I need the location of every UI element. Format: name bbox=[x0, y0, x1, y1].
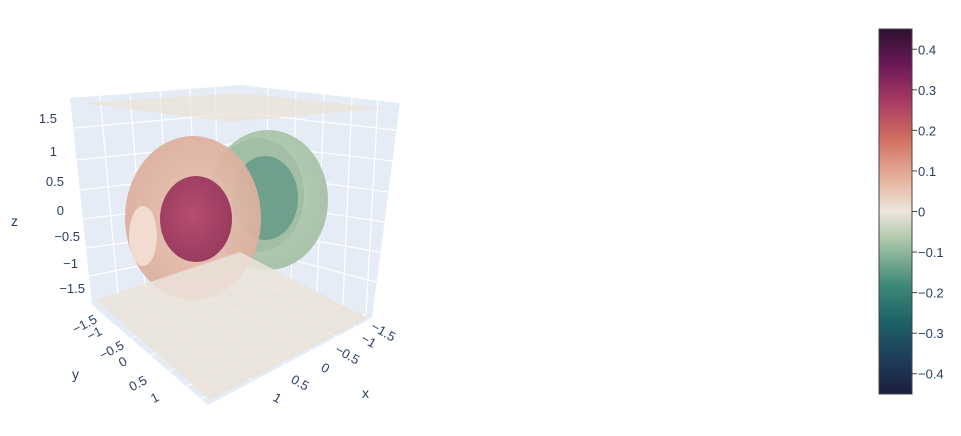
z-tick-label: 1.5 bbox=[39, 111, 57, 126]
colorbar-tick-label: −0.2 bbox=[918, 286, 944, 301]
y-tick-label: −1 bbox=[84, 323, 104, 343]
y-axis-title: y bbox=[72, 366, 79, 382]
colorbar-tick-label: −0.4 bbox=[918, 367, 944, 382]
isosurface-pos-0.3 bbox=[160, 176, 232, 262]
isosurface-pos-0.1-rim bbox=[129, 206, 157, 266]
y-tick-label: 0 bbox=[116, 353, 129, 370]
colorbar-tick-label: 0.3 bbox=[918, 83, 936, 98]
x-tick-label: 0 bbox=[319, 360, 333, 377]
x-axis-title: x bbox=[362, 385, 369, 401]
x-tick-label: −1 bbox=[359, 331, 379, 351]
y-tick-label: 0.5 bbox=[126, 372, 149, 394]
z-axis-ticks: 1.5 1 0.5 0 −0.5 −1 −1.5 bbox=[39, 111, 85, 296]
isosurface-plane-top bbox=[82, 93, 384, 122]
isosurface-plane-bottom bbox=[96, 252, 368, 400]
z-tick-label: −0.5 bbox=[54, 229, 80, 244]
z-tick-label: 0 bbox=[57, 203, 64, 218]
colorbar-tick-label: 0.4 bbox=[918, 42, 936, 57]
z-tick-label: 0.5 bbox=[46, 174, 64, 189]
z-tick-label: 1 bbox=[50, 144, 57, 159]
z-tick-label: −1.5 bbox=[59, 281, 85, 296]
y-axis-ticks: −1.5 −1 −0.5 0 0.5 1 bbox=[70, 311, 162, 406]
y-tick-label: 1 bbox=[148, 389, 161, 406]
colorbar-tick-label: 0.2 bbox=[918, 123, 936, 138]
colorbar: 0.4 0.3 0.2 0.1 0 −0.1 −0.2 −0.3 −0.4 bbox=[878, 28, 944, 395]
z-tick-label: −1 bbox=[63, 256, 78, 271]
colorbar-gradient bbox=[878, 28, 913, 395]
colorbar-tick-label: 0 bbox=[918, 205, 925, 220]
z-axis-title: z bbox=[11, 213, 18, 229]
x-tick-label: 0.5 bbox=[289, 372, 312, 394]
x-tick-label: −0.5 bbox=[333, 342, 363, 368]
colorbar-tick-label: −0.1 bbox=[918, 245, 944, 260]
x-tick-label: 1 bbox=[271, 390, 285, 407]
colorbar-tick-label: 0.1 bbox=[918, 164, 936, 179]
colorbar-tick-label: −0.3 bbox=[918, 326, 944, 341]
